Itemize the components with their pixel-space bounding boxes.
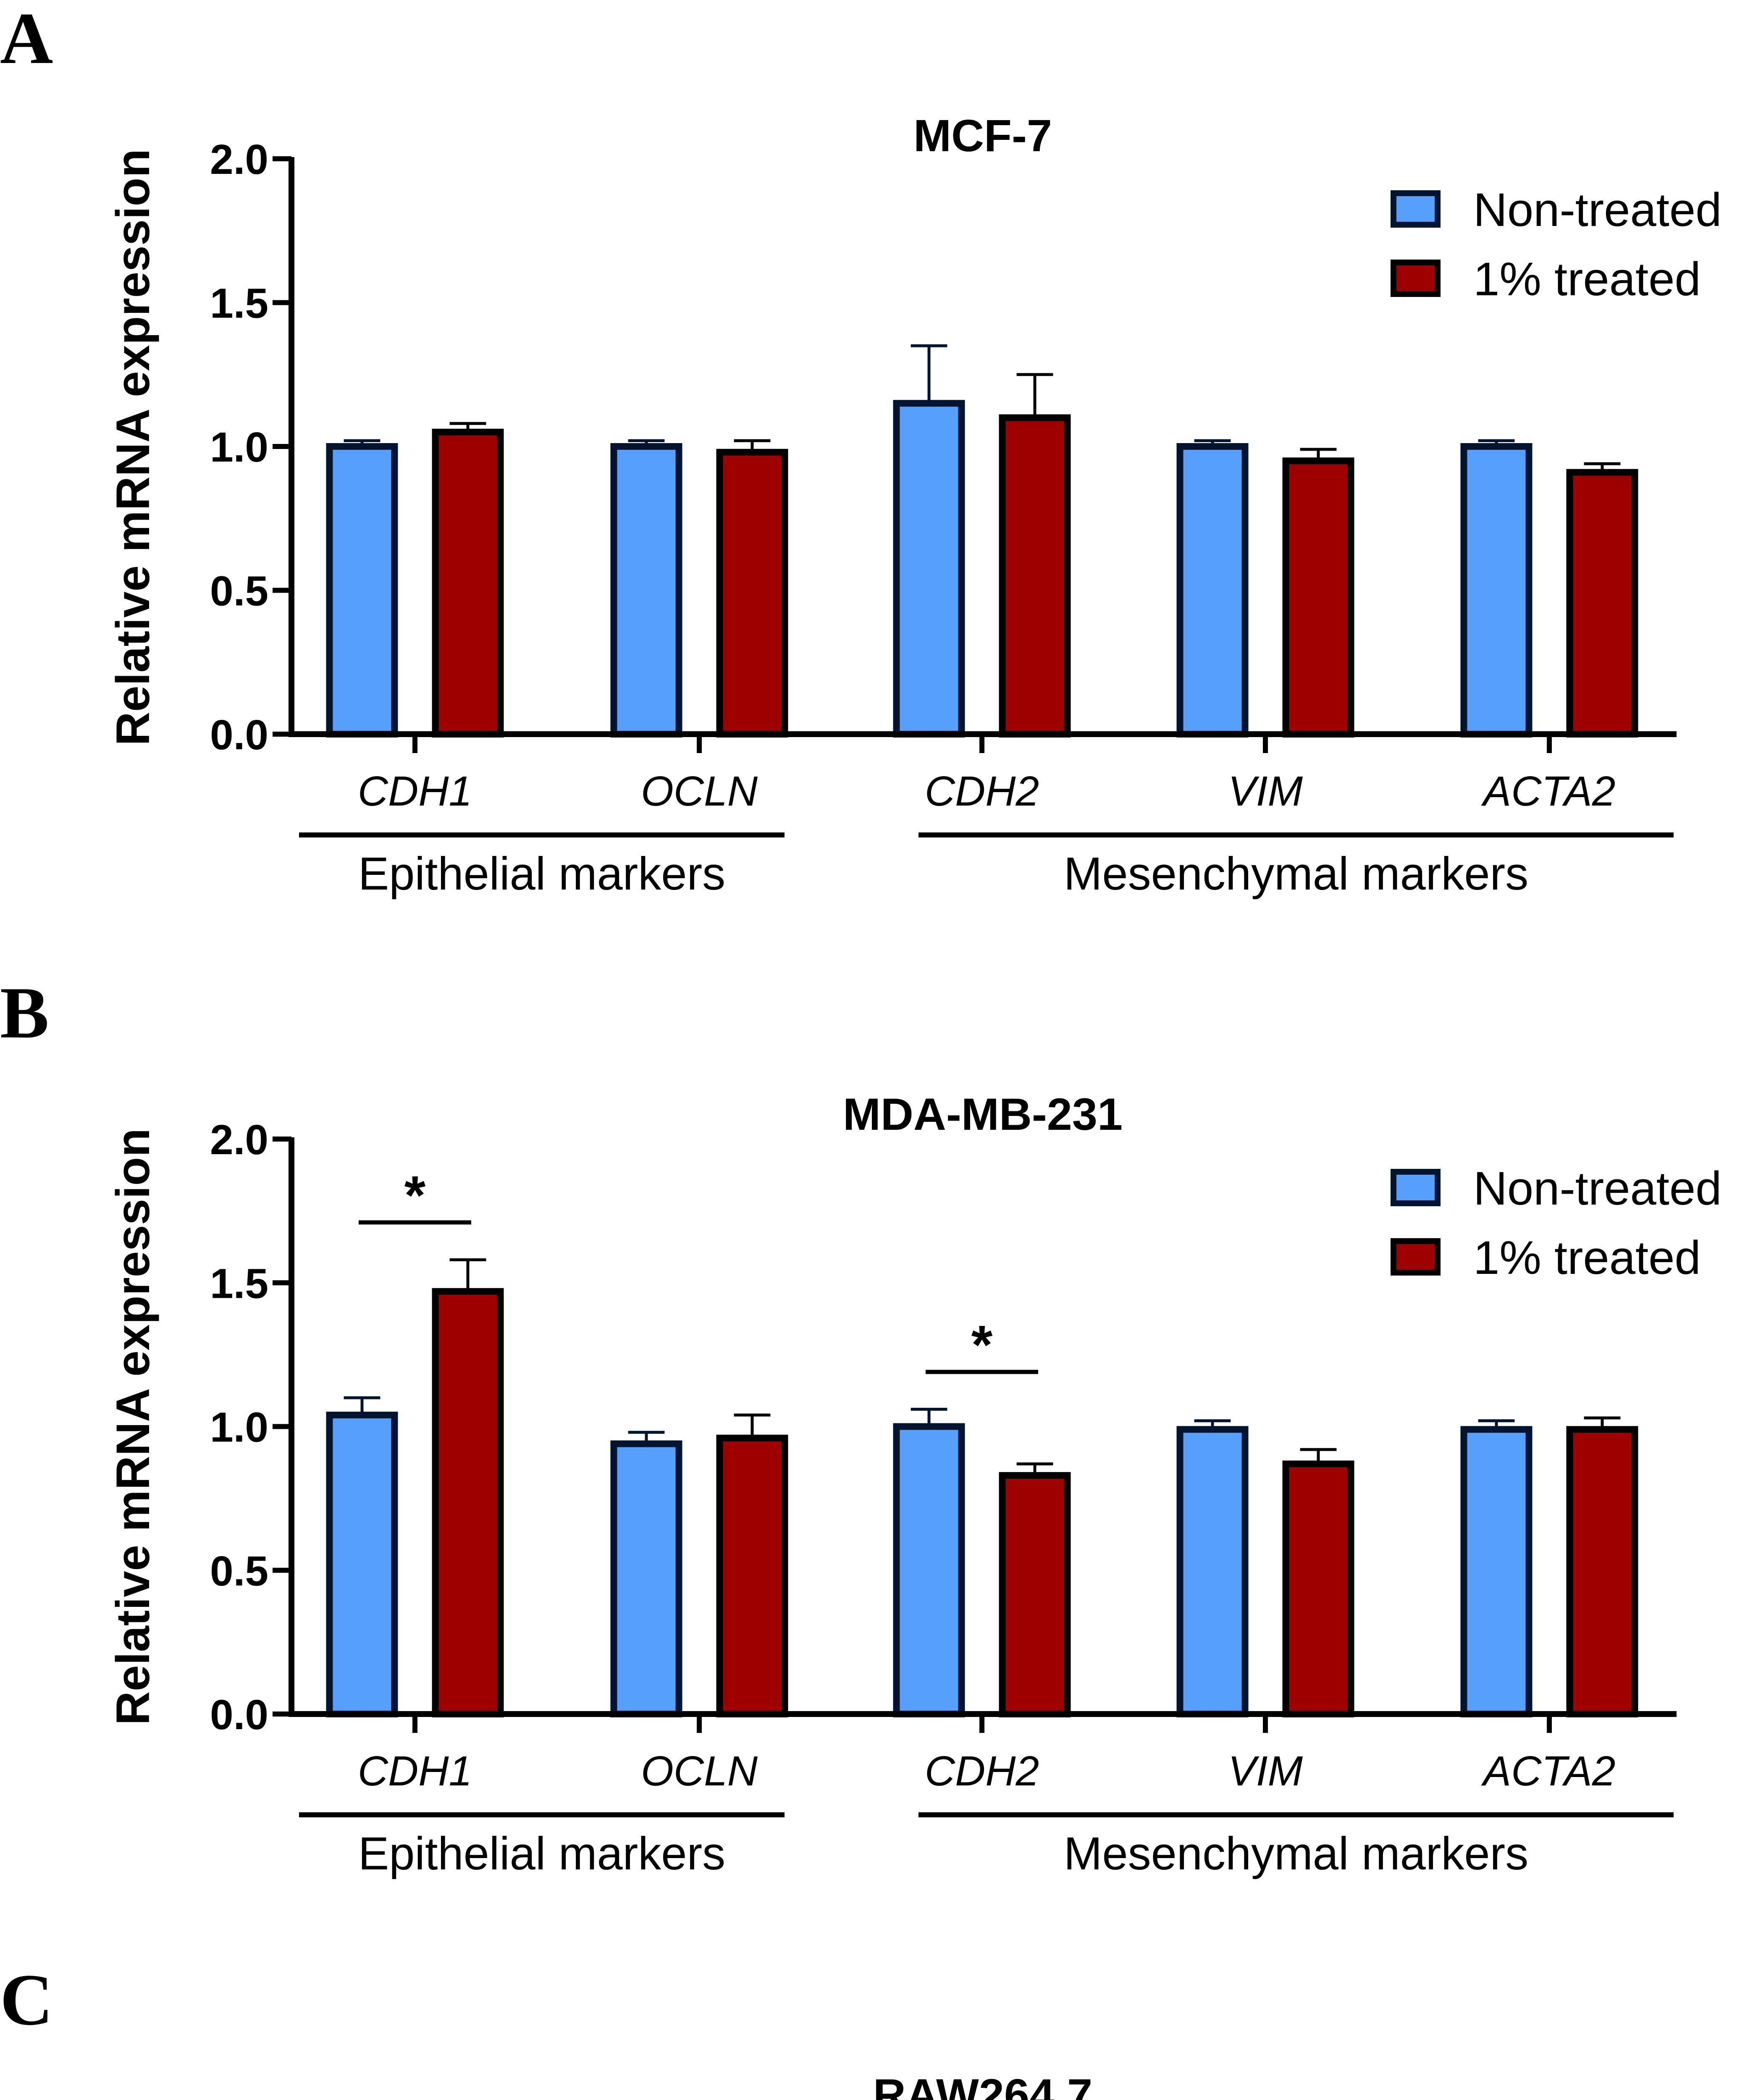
- y-tick-label: 1.0: [210, 1404, 268, 1451]
- y-tick-labels-c: 0.0 0.5 1.0 1.5 2.0: [210, 2098, 268, 2100]
- panel-b: B MDA-MB-231 Relative mRNA expression No…: [0, 972, 1722, 1880]
- panel-title-c: RAW264.7: [873, 2069, 1092, 2100]
- y-tick-label: 1.5: [210, 280, 268, 327]
- bar-treated-cdh1: [432, 428, 504, 738]
- bar-treated-acta2: [1566, 469, 1638, 738]
- bar-non-treated-ocln: [610, 443, 682, 738]
- y-tick-label: 0.0: [210, 711, 268, 759]
- bar-non-treated-cdh2: [893, 1423, 965, 1717]
- y-axis-label-b: Relative mRNA expression: [107, 1128, 159, 1725]
- bar-treated-cdh2: [999, 1472, 1071, 1717]
- y-tick-label: 0.5: [210, 568, 268, 615]
- x-tick-label: ACTA2: [1481, 1748, 1616, 1795]
- x-tick-label: VIM: [1228, 768, 1303, 815]
- x-tick-label: OCLN: [641, 1748, 758, 1795]
- legend-label-non-treated: Non-treated: [1473, 1162, 1722, 1215]
- group-label: Epithelial markers: [358, 1828, 725, 1880]
- panel-title-a: MCF-7: [913, 110, 1052, 161]
- y-tick-label: 2.0: [210, 2098, 268, 2100]
- legend-swatch-non-treated: [1391, 190, 1441, 228]
- legend-swatch-treated: [1391, 260, 1441, 297]
- y-tick-label: 1.0: [210, 424, 268, 471]
- bar-treated-vim: [1282, 457, 1354, 738]
- bar-treated-cdh2: [999, 414, 1071, 738]
- panel-c: C RAW264.7 Relative mRNA expression Non-…: [0, 1959, 1092, 2100]
- legend-b: Non-treated 1% treated: [1391, 1162, 1722, 1284]
- bar-non-treated-vim: [1176, 1426, 1249, 1717]
- x-tick-label: CDH2: [925, 1748, 1039, 1795]
- legend-a: Non-treated 1% treated: [1391, 184, 1722, 305]
- x-tick-label: CDH1: [358, 1748, 472, 1795]
- bar-treated-ocln: [716, 449, 788, 738]
- bar-non-treated-ocln: [610, 1440, 682, 1718]
- bar-non-treated-vim: [1176, 443, 1249, 738]
- group-labels-a: Epithelial markers Mesenchymal markers: [358, 848, 1528, 900]
- x-tick-label: CDH2: [925, 768, 1039, 815]
- x-tick-labels-b: CDH1 OCLN CDH2 VIM ACTA2: [358, 1748, 1616, 1795]
- y-axis-label-a: Relative mRNA expression: [107, 149, 159, 746]
- legend-label-treated: 1% treated: [1473, 1231, 1701, 1284]
- bar-treated-acta2: [1566, 1426, 1638, 1717]
- bar-non-treated-cdh1: [326, 1412, 398, 1718]
- y-tick-label: 2.0: [210, 1116, 268, 1163]
- bar-non-treated-cdh1: [326, 443, 398, 738]
- bar-treated-vim: [1282, 1460, 1354, 1718]
- bar-non-treated-cdh2: [893, 400, 965, 738]
- significance-labels-b: * *: [404, 1165, 993, 1376]
- group-label: Mesenchymal markers: [1064, 848, 1528, 900]
- y-tick-label: 2.0: [210, 136, 268, 183]
- x-tick-label: CDH1: [358, 768, 472, 815]
- significance-label: *: [971, 1314, 993, 1375]
- plot-area-a: [273, 156, 1677, 837]
- legend-label-treated: 1% treated: [1473, 253, 1701, 305]
- bar-non-treated-acta2: [1460, 1426, 1533, 1717]
- y-tick-label: 0.5: [210, 1548, 268, 1595]
- group-label: Epithelial markers: [358, 848, 725, 900]
- y-tick-label: 1.5: [210, 1260, 268, 1307]
- y-tick-label: 0.0: [210, 1691, 268, 1738]
- x-tick-label: ACTA2: [1481, 768, 1616, 815]
- bar-non-treated-acta2: [1460, 443, 1533, 738]
- panel-letter-c: C: [0, 1959, 53, 2040]
- bar-treated-cdh1: [432, 1288, 504, 1717]
- panel-a: A MCF-7 Relative mRNA expression Non-tre…: [0, 0, 1722, 900]
- y-tick-labels-b: 0.0 0.5 1.0 1.5 2.0: [210, 1116, 268, 1738]
- legend-swatch-non-treated: [1391, 1169, 1441, 1206]
- legend-swatch-treated: [1391, 1238, 1441, 1276]
- panel-letter-b: B: [0, 972, 49, 1053]
- y-tick-labels-a: 0.0 0.5 1.0 1.5 2.0: [210, 136, 268, 759]
- plot-area-b: [273, 1137, 1677, 1817]
- panel-title-b: MDA-MB-231: [843, 1089, 1123, 1139]
- group-label: Mesenchymal markers: [1064, 1828, 1528, 1880]
- x-tick-labels-a: CDH1 OCLN CDH2 VIM ACTA2: [358, 768, 1616, 815]
- significance-label: *: [404, 1165, 426, 1226]
- panel-letter-a: A: [0, 0, 53, 79]
- group-labels-b: Epithelial markers Mesenchymal markers: [358, 1828, 1528, 1880]
- x-tick-label: OCLN: [641, 768, 758, 815]
- bar-treated-ocln: [716, 1434, 788, 1717]
- x-tick-label: VIM: [1228, 1748, 1303, 1795]
- legend-label-non-treated: Non-treated: [1473, 184, 1722, 236]
